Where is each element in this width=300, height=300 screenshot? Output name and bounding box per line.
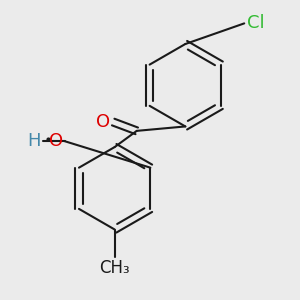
- Text: O: O: [96, 113, 110, 131]
- Text: Cl: Cl: [247, 14, 265, 32]
- Text: CH₃: CH₃: [99, 259, 130, 277]
- Text: O: O: [49, 132, 63, 150]
- Text: H: H: [28, 132, 41, 150]
